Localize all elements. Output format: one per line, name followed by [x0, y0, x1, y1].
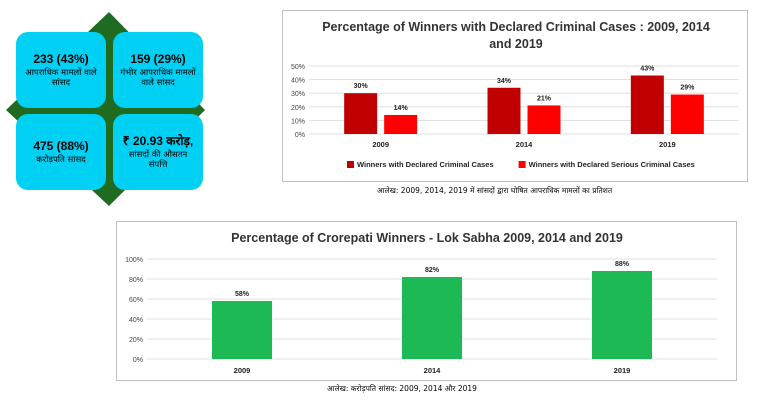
- bar: [630, 75, 664, 134]
- x-tick-label: 2009: [234, 366, 251, 375]
- legend-label: Winners with Declared Criminal Cases: [357, 160, 494, 169]
- y-tick-label: 60%: [129, 297, 143, 304]
- y-tick-label: 50%: [291, 64, 305, 71]
- chart-title: Percentage of Crorepati Winners - Lok Sa…: [231, 231, 623, 245]
- bar: [344, 93, 378, 134]
- data-label: 43%: [640, 66, 655, 73]
- bar: [487, 87, 521, 134]
- y-tick-label: 20%: [291, 105, 305, 112]
- criminal-cases-caption: आलेख: 2009, 2014, 2019 में सांसदों द्वार…: [377, 186, 613, 195]
- x-tick-label: 2014: [424, 366, 442, 375]
- x-tick-label: 2014: [516, 140, 534, 149]
- data-label: 29%: [680, 85, 695, 92]
- y-tick-label: 40%: [291, 78, 305, 85]
- y-tick-label: 80%: [129, 277, 143, 284]
- data-label: 21%: [537, 95, 552, 102]
- tile-label: आपराधिक मामलों वाले सांसद: [25, 68, 97, 88]
- chart-title: Percentage of Winners with Declared Crim…: [322, 20, 710, 34]
- y-tick-label: 0%: [133, 357, 143, 364]
- tile-value: 233 (43%): [33, 52, 89, 66]
- data-label: 82%: [425, 267, 440, 274]
- y-tick-label: 100%: [125, 257, 143, 264]
- criminal-cases-chart: Percentage of Winners with Declared Crim…: [282, 10, 748, 182]
- x-tick-label: 2019: [659, 140, 676, 149]
- tile-label: गंभीर आपराधिक मामलों वाले सांसद: [120, 68, 196, 88]
- tile-crorepati-mps: 475 (88%) करोड़पति सांसद: [16, 114, 106, 190]
- y-tick-label: 30%: [291, 91, 305, 98]
- y-tick-label: 10%: [291, 118, 305, 125]
- legend-swatch: [347, 161, 354, 168]
- legend-swatch: [518, 161, 526, 168]
- summary-tiles: 233 (43%) आपराधिक मामलों वाले सांसद 159 …: [0, 0, 215, 210]
- data-label: 14%: [394, 105, 409, 112]
- data-label: 58%: [235, 291, 250, 298]
- tile-value: 159 (29%): [130, 52, 186, 66]
- tile-value: ₹ 20.93 करोड़,: [122, 134, 194, 148]
- tile-criminal-mps: 233 (43%) आपराधिक मामलों वाले सांसद: [16, 32, 106, 108]
- y-tick-label: 0%: [295, 132, 305, 139]
- tile-label: करोड़पति सांसद: [36, 155, 86, 165]
- tile-value: 475 (88%): [33, 139, 89, 153]
- y-tick-label: 40%: [129, 317, 143, 324]
- crorepati-caption: आलेख: करोड़पति सांसद: 2009, 2014 और 2019: [327, 384, 477, 393]
- bar: [527, 105, 561, 134]
- crorepati-chart-svg: Percentage of Crorepati Winners - Lok Sa…: [125, 231, 717, 375]
- bar: [212, 301, 272, 359]
- chart-title: and 2019: [489, 37, 543, 51]
- tile-label: सांसदों की औसतन संपत्ति: [128, 150, 188, 170]
- tile-serious-criminal-mps: 159 (29%) गंभीर आपराधिक मामलों वाले सांस…: [113, 32, 203, 108]
- tile-average-assets: ₹ 20.93 करोड़, सांसदों की औसतन संपत्ति: [113, 114, 203, 190]
- y-tick-label: 20%: [129, 337, 143, 344]
- crorepati-chart: Percentage of Crorepati Winners - Lok Sa…: [116, 221, 737, 381]
- data-label: 30%: [354, 83, 369, 90]
- legend-label: Winners with Declared Serious Criminal C…: [529, 160, 695, 169]
- x-tick-label: 2009: [372, 140, 389, 149]
- data-label: 88%: [615, 261, 630, 268]
- bar: [670, 94, 704, 134]
- data-label: 34%: [497, 78, 512, 85]
- x-tick-label: 2019: [614, 366, 631, 375]
- bar: [592, 271, 652, 359]
- bar: [384, 114, 418, 134]
- bar: [402, 277, 462, 359]
- criminal-cases-chart-svg: Percentage of Winners with Declared Crim…: [291, 20, 739, 169]
